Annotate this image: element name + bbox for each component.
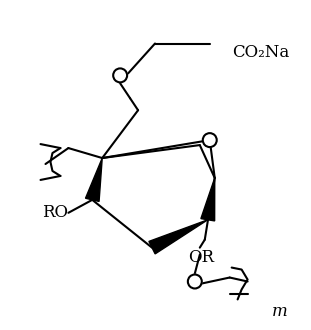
Polygon shape xyxy=(201,178,215,221)
Circle shape xyxy=(203,133,217,147)
Text: OR: OR xyxy=(188,249,214,266)
Text: CO₂Na: CO₂Na xyxy=(232,44,289,61)
Circle shape xyxy=(113,68,127,82)
Polygon shape xyxy=(149,220,208,254)
Polygon shape xyxy=(86,158,102,202)
Circle shape xyxy=(188,275,202,288)
Text: RO: RO xyxy=(43,204,68,221)
Text: m: m xyxy=(272,303,287,320)
